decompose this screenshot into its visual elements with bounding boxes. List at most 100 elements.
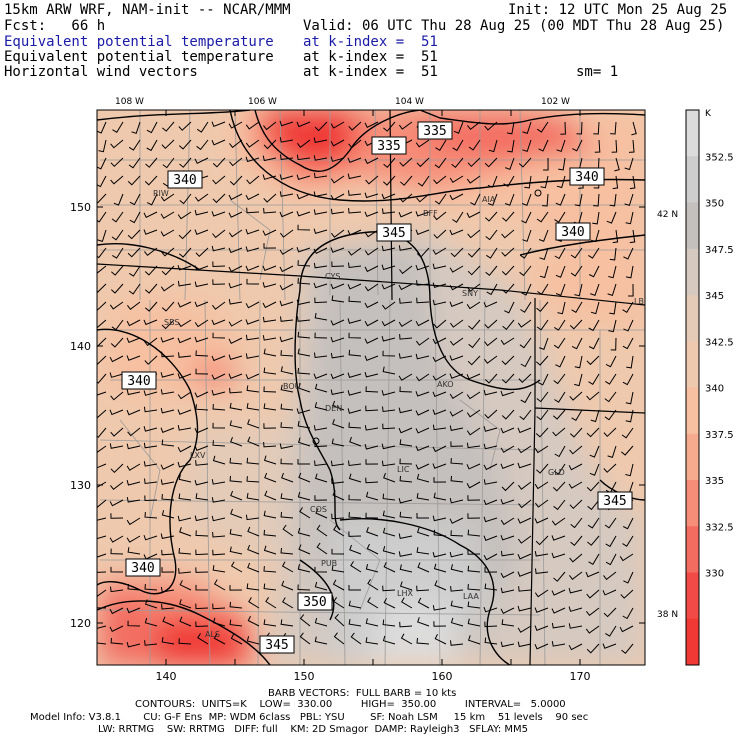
wind-barb — [179, 599, 192, 609]
wind-barb — [144, 584, 158, 591]
wind-barb — [534, 551, 549, 557]
wind-barb — [535, 568, 549, 574]
wind-barb — [587, 535, 600, 546]
station-pub: PUB — [321, 559, 337, 568]
wind-barb — [110, 337, 124, 348]
wind-barb — [501, 619, 515, 627]
wind-barb — [415, 337, 430, 346]
wind-barb — [129, 193, 141, 206]
wind-barb — [432, 282, 447, 289]
wind-barb — [381, 301, 396, 310]
wind-barb — [282, 597, 294, 609]
wind-barb — [449, 373, 464, 379]
wind-barb — [212, 565, 226, 573]
wind-barb — [574, 283, 583, 297]
wind-barb — [195, 404, 209, 411]
wind-barb — [432, 355, 447, 363]
wind-barb — [97, 391, 107, 396]
colorbar-label: 332.5 — [705, 522, 734, 533]
colorbar-label: 352.5 — [705, 152, 734, 163]
wind-barb — [449, 497, 464, 504]
wind-barb — [500, 337, 515, 346]
wind-barb — [364, 337, 379, 344]
wind-barb — [432, 373, 447, 381]
wind-barb — [433, 529, 447, 537]
wind-barb — [434, 193, 447, 205]
wind-barb — [144, 355, 158, 365]
wind-barb — [247, 544, 260, 555]
wind-barb — [399, 334, 413, 340]
wind-barb — [586, 355, 600, 366]
wind-barb — [569, 319, 583, 330]
wind-barb — [381, 319, 396, 327]
model-title: 15km ARW WRF, NAM-init -- NCAR/MMM — [4, 2, 291, 18]
wind-barb — [347, 318, 362, 324]
wind-barb — [330, 460, 345, 467]
wind-barb — [280, 403, 294, 411]
wind-barb — [365, 386, 379, 393]
wind-barb — [536, 463, 549, 474]
fill-337-east — [520, 230, 645, 330]
wind-barb — [607, 445, 617, 459]
wind-barb — [625, 463, 634, 477]
wind-barb — [483, 426, 498, 432]
wind-barb — [622, 535, 634, 547]
wind-barb — [585, 571, 600, 578]
wind-barb — [415, 391, 430, 397]
wind-barb — [162, 616, 175, 627]
wind-barb — [177, 211, 192, 220]
wind-barb — [279, 211, 294, 218]
wind-barb — [279, 174, 294, 180]
wind-barb — [466, 442, 481, 449]
wind-barb — [558, 157, 566, 171]
wind-barb — [593, 121, 600, 135]
wind-barb — [398, 319, 413, 327]
wind-barb — [126, 607, 141, 614]
wind-barb — [500, 427, 515, 434]
wind-barb — [245, 265, 260, 272]
wind-barb — [364, 425, 379, 431]
wind-barb — [330, 208, 345, 215]
wind-barb — [504, 193, 515, 206]
wind-barb — [262, 316, 277, 323]
wind-barb — [500, 535, 515, 541]
wind-barb — [298, 472, 311, 483]
wind-barb — [382, 406, 396, 413]
wind-barb — [415, 427, 430, 434]
wind-barb — [522, 121, 532, 135]
station-marker — [312, 437, 320, 445]
wind-barb — [350, 632, 362, 645]
wind-barb — [519, 265, 532, 277]
wind-barb — [297, 139, 311, 149]
wind-barb — [366, 543, 379, 555]
wind-barb — [484, 319, 498, 329]
wind-barb — [586, 481, 600, 492]
wind-barb — [263, 455, 277, 465]
wind-barb — [110, 481, 124, 490]
wind-barb — [144, 301, 158, 312]
wind-barb — [245, 353, 260, 359]
wind-barb — [245, 246, 260, 252]
wind-barb — [610, 337, 617, 351]
wind-barb — [262, 229, 277, 236]
wind-barb — [500, 445, 515, 453]
wind-barb — [416, 297, 430, 304]
wind-barb — [110, 637, 124, 645]
wind-barb — [382, 510, 396, 519]
wind-barb — [517, 571, 532, 577]
lon-label-102w: 102 W — [541, 97, 570, 107]
wind-barb — [449, 301, 464, 307]
wind-barb — [144, 495, 158, 502]
wind-barb — [625, 409, 634, 423]
wind-barb — [606, 211, 617, 224]
field-1-name: Equivalent potential temperature — [4, 34, 274, 50]
wind-barb — [211, 479, 226, 485]
wind-barb — [314, 383, 328, 393]
wind-barb — [432, 263, 447, 270]
wind-barb — [97, 571, 107, 573]
wind-barb — [504, 301, 515, 314]
wind-barb — [178, 139, 192, 150]
wind-barb — [161, 549, 175, 556]
wind-barb — [467, 635, 481, 645]
colorbar-label: 345 — [705, 291, 724, 302]
